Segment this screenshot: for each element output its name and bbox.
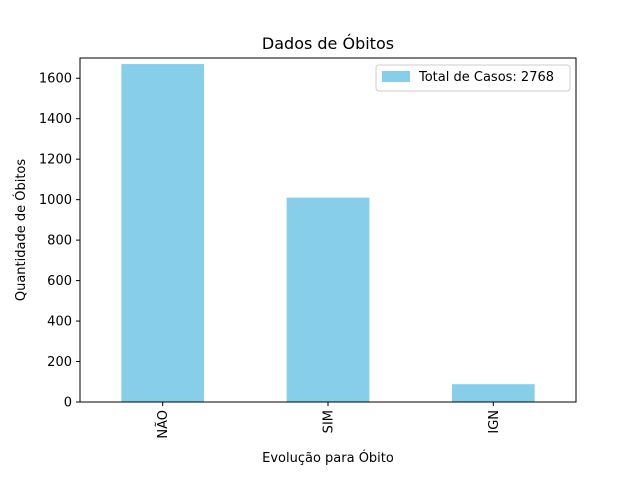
y-tick-label: 800 [47, 234, 72, 249]
y-tick-label: 400 [47, 315, 72, 330]
bar-ign [452, 384, 535, 402]
y-tick-label: 1000 [39, 193, 72, 208]
chart-title: Dados de Óbitos [262, 34, 394, 53]
y-tick-label: 1400 [39, 112, 72, 127]
y-tick-label: 1200 [39, 153, 72, 168]
bar-sim [286, 197, 370, 402]
bar-não [121, 64, 204, 402]
y-axis-label: Quantidade de Óbitos [13, 159, 29, 302]
x-axis: NÃO SIM IGN [155, 402, 502, 439]
x-axis-label: Evolução para Óbito [262, 450, 394, 466]
x-tick-label: NÃO [155, 410, 171, 439]
plot-frame [79, 57, 577, 403]
y-tick-label: 200 [47, 355, 72, 370]
y-axis: 0 200 400 600 800 1000 1200 1400 1600 [39, 72, 80, 411]
legend-box [375, 64, 571, 92]
y-tick-label: 1600 [39, 72, 72, 87]
x-tick-label: SIM [322, 410, 337, 433]
bars-group [121, 64, 535, 402]
legend-swatch [382, 71, 410, 82]
y-tick-label: 600 [47, 274, 72, 289]
y-tick-label: 0 [64, 396, 72, 411]
legend-label: Total de Casos: 2768 [418, 70, 554, 85]
x-tick-label: IGN [487, 410, 502, 434]
legend: Total de Casos: 2768 [375, 64, 571, 92]
